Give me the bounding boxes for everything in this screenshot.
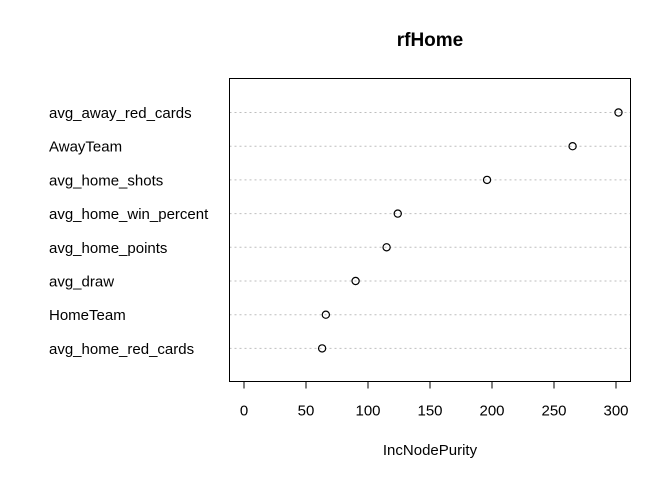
- data-point: [382, 243, 391, 252]
- x-tick-label: 150: [417, 403, 442, 420]
- x-tick-label: 200: [479, 403, 504, 420]
- data-point: [568, 141, 577, 151]
- chart-title: rfHome: [397, 30, 464, 51]
- category-label: avg_draw: [49, 274, 114, 291]
- x-axis-label: IncNodePurity: [383, 442, 478, 459]
- data-point: [321, 310, 331, 319]
- category-label: avg_home_shots: [49, 172, 163, 189]
- category-labels: avg_away_red_cards AwayTeam avg_home_shots…: [49, 105, 209, 358]
- x-tick-label: 0: [240, 403, 248, 420]
- x-axis: 0 50 100 150 200 250 300: [240, 381, 629, 420]
- data-point: [614, 108, 623, 117]
- x-tick-label: 50: [298, 403, 315, 420]
- category-label: HomeTeam: [49, 307, 126, 324]
- category-label: avg_home_win_percent: [49, 206, 209, 223]
- category-label: avg_away_red_cards: [49, 105, 192, 122]
- category-label: avg_home_points: [49, 240, 167, 257]
- data-point: [317, 344, 327, 353]
- plot-frame: [229, 78, 631, 382]
- x-tick-label: 100: [355, 403, 380, 420]
- data-points: [317, 108, 623, 353]
- data-point: [393, 209, 402, 218]
- category-label: avg_home_red_cards: [49, 341, 194, 358]
- gridlines: [229, 112, 631, 349]
- x-tick-label: 300: [603, 403, 628, 420]
- data-point: [351, 276, 360, 286]
- data-point: [482, 175, 492, 185]
- category-label: AwayTeam: [49, 139, 122, 156]
- x-tick-label: 250: [541, 403, 566, 420]
